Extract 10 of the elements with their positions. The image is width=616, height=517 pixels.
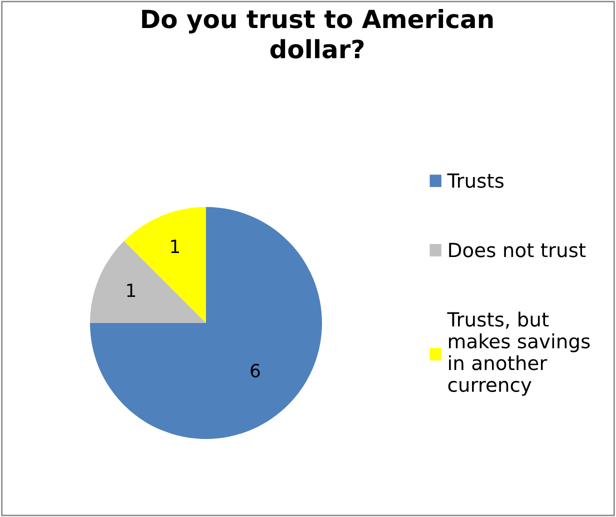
legend-label: Trusts, but makes savings in another currency: [447, 312, 590, 396]
data-label: 1: [127, 284, 136, 297]
pie-slice: [90, 207, 322, 439]
data-label: 1: [171, 240, 180, 253]
legend-label: Trusts: [447, 174, 504, 188]
pie-slice: [124, 207, 206, 323]
data-label: 6: [250, 364, 260, 378]
chart-title: Do you trust to American dollar?: [142, 9, 493, 58]
pie-slice: [90, 240, 206, 323]
legend-label: Does not trust: [449, 242, 586, 258]
